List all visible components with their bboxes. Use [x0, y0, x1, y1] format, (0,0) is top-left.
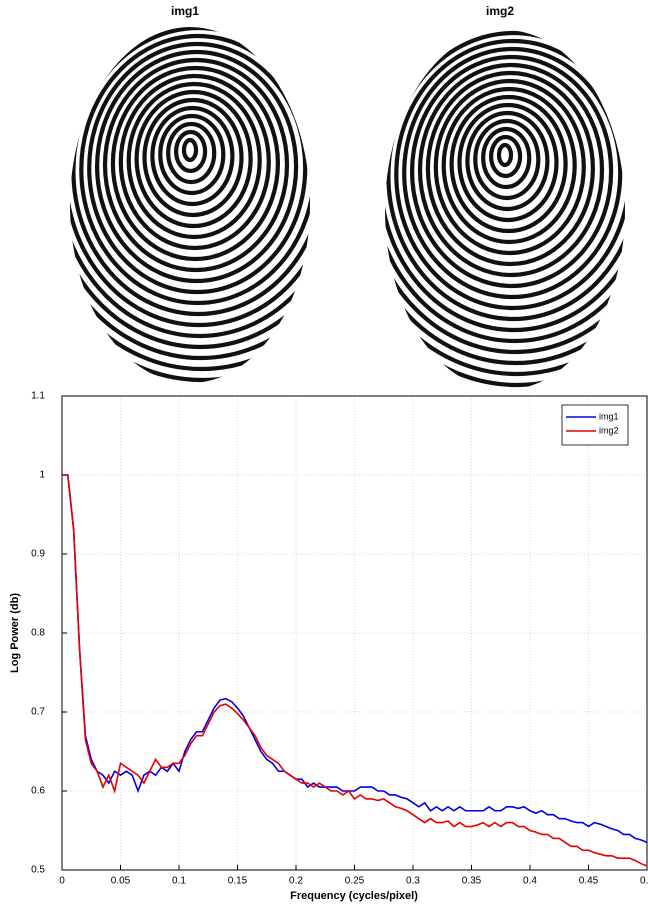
y-tick-label: 0.5	[31, 865, 45, 876]
y-tick-label: 0.8	[31, 628, 45, 639]
image-title: img1	[171, 4, 199, 18]
x-tick-label: 0.35	[462, 876, 482, 887]
x-tick-label: 0.05	[111, 876, 131, 887]
x-tick-label: 0.5	[640, 876, 648, 887]
y-tick-label: 0.6	[31, 786, 45, 797]
ridge	[365, 9, 648, 352]
ridge	[499, 145, 511, 165]
ridge	[176, 132, 205, 171]
y-tick-label: 0.7	[31, 707, 45, 718]
x-tick-label: 0.2	[289, 876, 303, 887]
x-tick-label: 0.3	[406, 876, 420, 887]
x-tick-label: 0.45	[579, 876, 599, 887]
x-tick-label: 0	[59, 876, 65, 887]
ridge	[184, 140, 196, 160]
x-tick-label: 0.1	[172, 876, 186, 887]
x-tick-label: 0.4	[523, 876, 537, 887]
legend-label: img1	[599, 411, 619, 421]
legend-label: img2	[599, 425, 619, 435]
y-tick-label: 0.9	[31, 549, 45, 560]
y-tick-label: 1.1	[31, 391, 45, 402]
image-title: img2	[486, 4, 514, 18]
ridge	[491, 137, 520, 176]
y-tick-label: 1	[39, 470, 45, 481]
page: img1 img2 Frequency (cycles/pixel) Log P…	[0, 0, 648, 915]
x-tick-label: 0.15	[228, 876, 248, 887]
y-axis-label: Log Power (db)	[9, 593, 21, 673]
x-tick-label: 0.25	[345, 876, 365, 887]
x-axis-label: Frequency (cycles/pixel)	[290, 890, 418, 902]
